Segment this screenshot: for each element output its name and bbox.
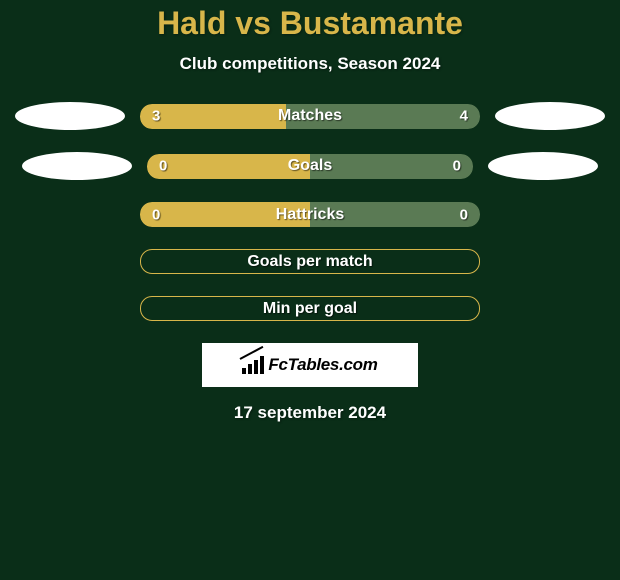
bar-value-left: 0	[159, 158, 167, 175]
left-ellipse-icon	[15, 102, 125, 130]
page-subtitle: Club competitions, Season 2024	[180, 54, 441, 74]
stat-row: 0 0 Goals	[0, 152, 620, 180]
date-label: 17 september 2024	[234, 403, 386, 423]
stat-rows: 3 4 Matches 0 0 Goals 0 0 Hattricks Goals per mat…	[0, 102, 620, 321]
left-ellipse-icon	[22, 152, 132, 180]
bar-label: Goals per match	[247, 253, 372, 271]
bar-label: Hattricks	[276, 206, 344, 224]
logo-text: FcTables.com	[268, 355, 377, 375]
bar-fill-left	[140, 104, 286, 129]
bar-label: Min per goal	[263, 300, 357, 318]
bar-value-right: 0	[460, 206, 468, 223]
right-ellipse-icon	[488, 152, 598, 180]
stat-bar: 3 4 Matches	[140, 104, 480, 129]
bar-value-right: 4	[460, 108, 468, 125]
right-ellipse-icon	[495, 102, 605, 130]
stat-bar: 0 0 Goals	[147, 154, 473, 179]
stat-row: 3 4 Matches	[0, 102, 620, 130]
stat-row: 0 0 Hattricks	[0, 202, 620, 227]
stats-panel: Hald vs Bustamante Club competitions, Se…	[0, 0, 620, 580]
bar-chart-icon	[242, 356, 264, 374]
stat-bar: Min per goal	[140, 296, 480, 321]
stat-bar: Goals per match	[140, 249, 480, 274]
stat-bar: 0 0 Hattricks	[140, 202, 480, 227]
bar-label: Matches	[278, 107, 342, 125]
stat-row: Min per goal	[0, 296, 620, 321]
bar-fill-left	[147, 154, 310, 179]
bar-value-left: 3	[152, 108, 160, 125]
logo-box: FcTables.com	[202, 343, 418, 387]
bar-value-right: 0	[453, 158, 461, 175]
stat-row: Goals per match	[0, 249, 620, 274]
bar-label: Goals	[288, 157, 332, 175]
bar-value-left: 0	[152, 206, 160, 223]
page-title: Hald vs Bustamante	[157, 5, 463, 42]
bar-fill-right	[310, 154, 473, 179]
